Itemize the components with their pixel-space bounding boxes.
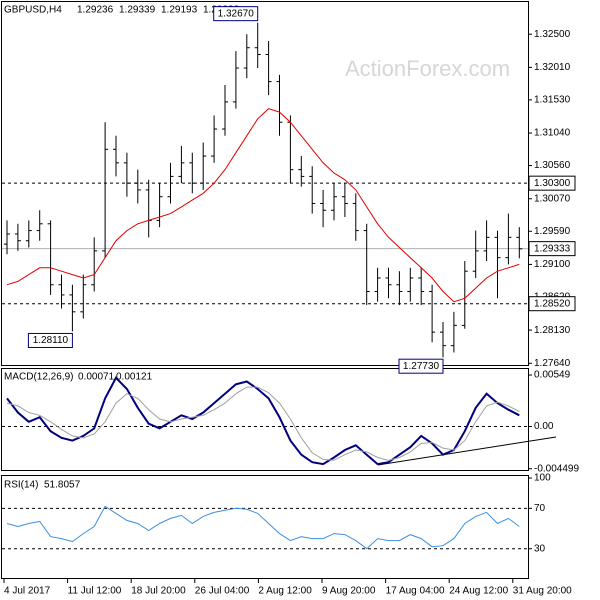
panel-title: GBPUSD,H4 <box>4 5 62 16</box>
header-value: 51.8057 <box>44 480 81 491</box>
x-tick-label: 31 Aug 20:00 <box>513 586 572 597</box>
rsi-panel-frame <box>1 475 529 579</box>
macd-panel-frame <box>1 368 529 471</box>
header-value: 1.29193 <box>161 5 198 16</box>
annotation-box <box>213 6 259 22</box>
panel-title: RSI(14) <box>4 480 38 491</box>
trend-line <box>377 436 557 466</box>
y-tick-label: 1.31530 <box>534 95 571 106</box>
y-tick-label: 1.30560 <box>534 160 571 171</box>
level-label-box <box>528 175 576 191</box>
y-tick-label: 1.28130 <box>534 325 571 336</box>
y-tick-label: 1.29100 <box>534 259 571 270</box>
x-tick-label: 18 Jul 20:00 <box>131 586 186 597</box>
y-tick-label: 1.32500 <box>534 29 571 40</box>
series-line <box>6 505 520 550</box>
y-tick-label: 1.31040 <box>534 128 571 139</box>
watermark: ActionForex.com <box>345 56 510 81</box>
moving-average <box>6 108 520 303</box>
y-tick-label: 70 <box>534 503 546 514</box>
y-tick-label: 1.32010 <box>534 62 571 73</box>
last-price-label: 1.29333 <box>534 243 571 254</box>
x-tick-label: 4 Jul 2017 <box>4 586 51 597</box>
y-tick-label: 100 <box>534 473 551 484</box>
last-price-box <box>528 241 576 257</box>
level-label-box <box>528 296 576 312</box>
series-line <box>6 376 520 466</box>
level-label: 1.30300 <box>534 178 571 189</box>
x-tick-label: 11 Jul 12:00 <box>68 586 122 597</box>
y-tick-label: -0.004499 <box>534 463 579 474</box>
y-tick-label: 30 <box>534 543 546 554</box>
x-tick-label: 24 Aug 12:00 <box>449 586 508 597</box>
x-tick-label: 2 Aug 12:00 <box>258 586 312 597</box>
x-tick-label: 17 Aug 04:00 <box>386 586 445 597</box>
y-tick-label: 0.00 <box>534 421 554 432</box>
x-tick-label: 26 Jul 04:00 <box>195 586 250 597</box>
y-tick-label: 1.27640 <box>534 358 571 369</box>
y-tick-label: 0.00549 <box>534 370 571 381</box>
annotation-label: 1.27730 <box>403 361 440 372</box>
y-tick-label: 1.29590 <box>534 226 571 237</box>
annotation-label: 1.28110 <box>33 335 69 346</box>
x-tick-label: 9 Aug 20:00 <box>322 586 376 597</box>
header-value: 0.00071 <box>78 372 115 383</box>
annotation-box <box>398 358 444 374</box>
header-value: 1.29339 <box>119 5 156 16</box>
y-tick-label: 1.30070 <box>534 193 571 204</box>
header-value: 0.00121 <box>116 372 153 383</box>
level-label: 1.28520 <box>534 298 571 309</box>
annotation-label: 1.32670 <box>218 8 255 19</box>
series-line <box>6 386 520 461</box>
panel-title: MACD(12,26,9) <box>4 372 73 383</box>
header-value: 1.29236 <box>77 5 114 16</box>
annotation-box <box>27 332 73 348</box>
